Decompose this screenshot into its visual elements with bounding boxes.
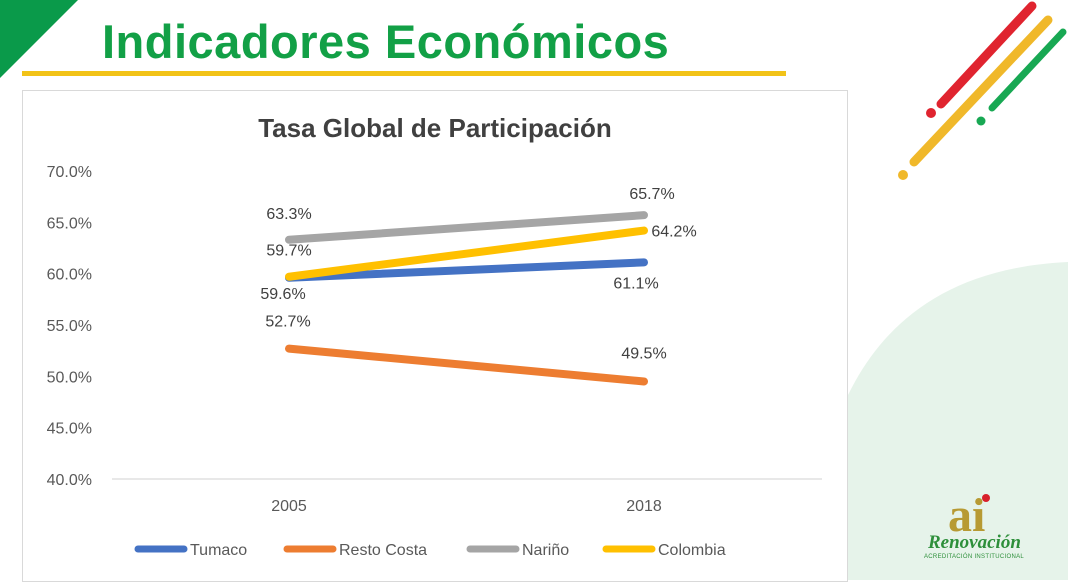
logo-mark: ai (948, 489, 986, 542)
stripe-green (988, 28, 1067, 112)
y-tick-label: 50.0% (47, 369, 92, 386)
legend-label: Resto Costa (339, 542, 427, 559)
logo-dot (982, 494, 990, 502)
x-tick-label: 2005 (271, 498, 307, 515)
series-line-narino (285, 211, 648, 244)
title-underline (22, 71, 786, 76)
data-label: 63.3% (266, 206, 311, 223)
decorative-stripes (898, 1, 1067, 180)
data-label: 59.6% (260, 286, 305, 303)
x-tick-label: 2018 (626, 498, 662, 515)
y-tick-label: 65.0% (47, 215, 92, 232)
legend-label: Nariño (522, 542, 569, 559)
y-tick-label: 70.0% (47, 164, 92, 181)
renovacion-logo: ai Renovación ACREDITACIÓN INSTITUCIONAL (918, 489, 1036, 566)
corner-triangle (0, 0, 78, 78)
y-tick-label: 45.0% (47, 421, 92, 438)
chart-title: Tasa Global de Participación (258, 113, 612, 143)
logo-name: Renovación (928, 532, 1021, 553)
y-tick-label: 40.0% (47, 472, 92, 489)
data-label: 61.1% (613, 275, 658, 292)
stripe-yellow (909, 15, 1053, 167)
series-line-resto-costa (285, 344, 648, 386)
data-label: 49.5% (621, 345, 666, 362)
stripe-green-dot (976, 116, 986, 126)
series-line-colombia (285, 226, 648, 281)
logo-subtitle: ACREDITACIÓN INSTITUCIONAL (924, 554, 1025, 560)
stripe-yellow-dot (898, 170, 908, 180)
legend-label: Colombia (658, 542, 726, 559)
y-tick-label: 60.0% (47, 267, 92, 284)
legend-label: Tumaco (190, 542, 247, 559)
data-label: 59.7% (266, 243, 311, 260)
page-title: Indicadores Económicos (102, 15, 670, 68)
stripe-red-dot (926, 108, 936, 118)
data-label: 64.2% (651, 224, 696, 241)
data-label: 52.7% (265, 314, 310, 331)
series-line-tumaco (285, 258, 648, 282)
chart-frame (22, 90, 848, 582)
y-tick-label: 55.0% (47, 318, 92, 335)
stripe-red (936, 1, 1037, 109)
data-label: 65.7% (629, 186, 674, 203)
